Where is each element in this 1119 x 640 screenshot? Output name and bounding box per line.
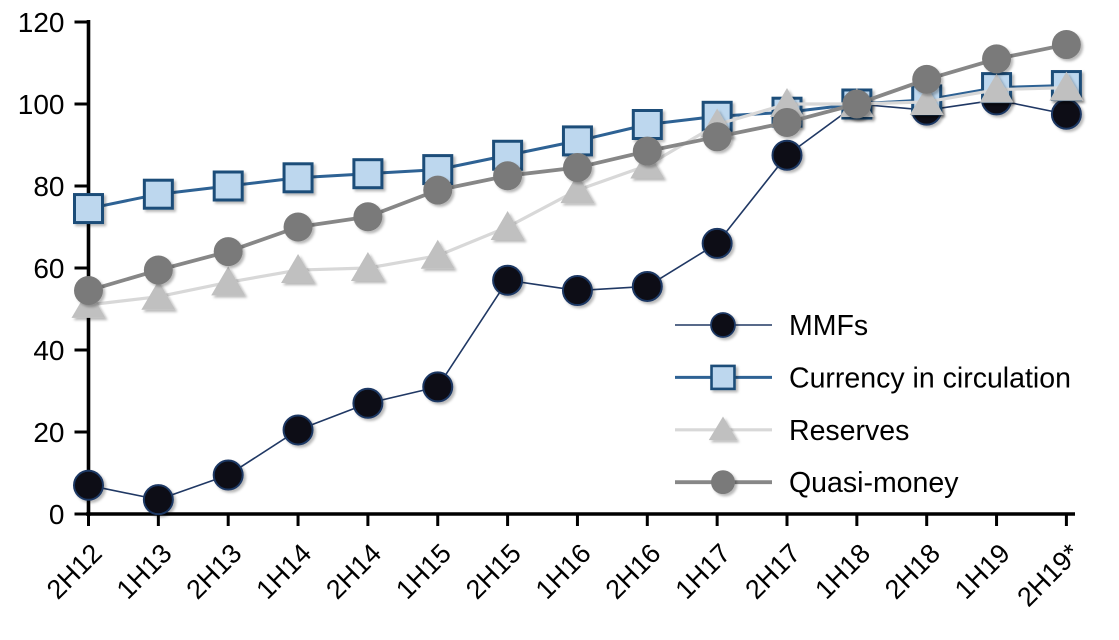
marker-mmfs: [771, 139, 803, 171]
marker-currency-in-circulation: [561, 125, 593, 157]
legend-item-currency-in-circulation: Currency in circulation: [675, 362, 1071, 394]
marker-quasi-money: [74, 276, 103, 306]
marker-reserves: [211, 266, 246, 296]
legend-marker-currency-in-circulation: [710, 364, 736, 391]
legend-label-currency-in-circulation: Currency in circulation: [789, 362, 1071, 394]
marker-reserves: [560, 174, 595, 204]
legend-marker-quasi-money: [711, 470, 735, 495]
legend-item-quasi-money: Quasi-money: [675, 467, 959, 499]
marker-mmfs: [492, 264, 524, 296]
legend-label-quasi-money: Quasi-money: [789, 467, 959, 499]
marker-mmfs: [142, 484, 174, 516]
marker-currency-in-circulation: [142, 178, 174, 210]
marker-mmfs: [631, 270, 663, 302]
marker-currency-in-circulation: [492, 139, 524, 171]
x-tick-label: 2H15: [460, 538, 527, 605]
x-tick-label: 1H19: [949, 538, 1016, 605]
x-tick-label: 1H16: [530, 538, 597, 605]
legend-marker-reserves: [708, 416, 738, 441]
x-tick-label: 2H12: [41, 538, 108, 605]
y-tick-label: 20: [33, 417, 64, 448]
marker-reserves: [141, 280, 176, 310]
marker-reserves: [979, 73, 1014, 103]
y-tick-label: 100: [18, 89, 65, 120]
marker-mmfs: [422, 371, 454, 403]
marker-mmfs: [561, 275, 593, 307]
marker-currency-in-circulation: [212, 170, 244, 202]
marker-quasi-money: [493, 161, 523, 191]
x-tick-label: 2H14: [320, 538, 387, 605]
marker-quasi-money: [1051, 30, 1081, 60]
y-tick-label: 0: [49, 499, 65, 530]
x-tick-label: 1H13: [111, 538, 178, 605]
legend-label-mmfs: MMFs: [789, 310, 868, 342]
legend-label-reserves: Reserves: [789, 415, 909, 447]
marker-reserves: [420, 239, 455, 269]
y-tick-label: 120: [18, 7, 65, 38]
marker-reserves: [281, 254, 316, 284]
marker-quasi-money: [772, 107, 802, 137]
x-tick-label: 2H19*: [1011, 538, 1086, 613]
x-tick-label: 1H15: [390, 538, 457, 605]
marker-quasi-money: [353, 202, 383, 232]
series-layer: [71, 30, 1084, 516]
marker-currency-in-circulation: [282, 162, 314, 194]
marker-quasi-money: [632, 136, 662, 166]
marker-mmfs: [352, 387, 384, 419]
x-tick-label: 1H18: [809, 538, 876, 605]
x-tick-label: 1H17: [670, 538, 737, 605]
marker-quasi-money: [702, 122, 732, 152]
marker-quasi-money: [912, 64, 942, 94]
legend-item-mmfs: MMFs: [675, 310, 868, 342]
marker-currency-in-circulation: [631, 109, 663, 140]
legend-item-reserves: Reserves: [675, 415, 909, 447]
y-tick-label: 60: [33, 253, 64, 284]
marker-quasi-money: [562, 153, 592, 183]
marker-mmfs: [73, 469, 104, 501]
marker-currency-in-circulation: [352, 158, 384, 190]
marker-mmfs: [1050, 98, 1082, 130]
marker-reserves: [770, 88, 804, 117]
marker-mmfs: [282, 414, 314, 446]
marker-quasi-money: [982, 44, 1012, 74]
marker-mmfs: [701, 227, 733, 259]
marker-mmfs: [212, 459, 244, 491]
x-tick-label: 2H13: [181, 538, 248, 605]
marker-quasi-money: [283, 212, 313, 242]
legend: MMFs Currency in circulation Reserves Quasi…: [675, 310, 1071, 499]
marker-currency-in-circulation: [73, 193, 104, 225]
x-tick-label: 2H18: [879, 538, 946, 605]
marker-reserves: [350, 252, 385, 281]
x-tick-label: 1H14: [250, 538, 317, 605]
marker-quasi-money: [423, 175, 453, 205]
marker-reserves: [1049, 71, 1084, 101]
x-tick-label: 2H17: [739, 538, 806, 605]
marker-quasi-money: [143, 255, 173, 285]
marker-quasi-money: [213, 237, 243, 267]
legend-marker-mmfs: [710, 312, 736, 338]
x-tick-label: 2H16: [600, 538, 667, 605]
y-tick-label: 40: [33, 335, 64, 366]
series-quasi-money: [74, 30, 1081, 306]
marker-reserves: [909, 85, 944, 115]
y-tick-label: 80: [33, 171, 64, 202]
marker-reserves: [490, 211, 525, 240]
marker-quasi-money: [842, 89, 872, 119]
